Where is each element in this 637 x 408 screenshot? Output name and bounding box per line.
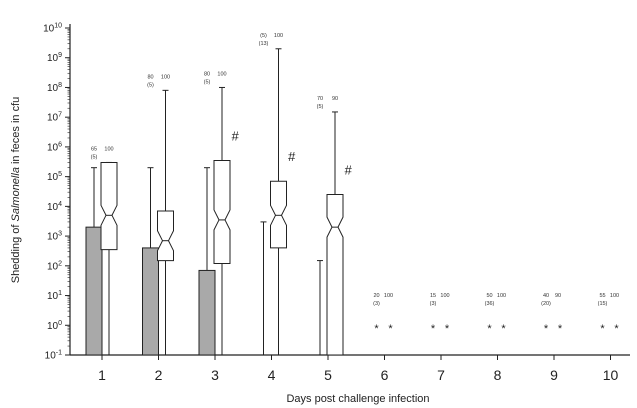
annotation-left-count: (20) (541, 301, 551, 307)
y-axis-title: Shedding of Salmonella in feces in cfu (10, 97, 22, 284)
star-marker: * (431, 323, 436, 335)
annotation-left-value: 15 (430, 293, 436, 299)
annotation-left-count: (15) (598, 301, 608, 307)
bar-day-1 (85, 226, 103, 356)
x-tick-label: 6 (381, 367, 389, 383)
x-axis-title: Days post challenge infection (286, 393, 429, 405)
x-tick-label: 3 (211, 367, 219, 383)
star-marker: * (600, 323, 605, 335)
x-tick-label: 5 (324, 367, 332, 383)
annotation-left-value: 65 (91, 146, 97, 152)
bar-day-3 (198, 269, 216, 356)
x-tick-label: 8 (494, 367, 502, 383)
star-marker: * (558, 323, 563, 335)
annotation-right-value: 100 (104, 146, 113, 152)
star-marker: * (487, 323, 492, 335)
annotation-left-count: (13) (259, 41, 269, 47)
box-day-5 (326, 194, 344, 356)
annotation-left-value: 80 (147, 74, 153, 80)
annotation-layer: 65 (5) 100 80 (5) 100 80 (5) 100 (5) (13) 100 70 (5) 9… (91, 33, 620, 335)
box-day-3 (213, 159, 231, 264)
y-tick-label: 106 (47, 141, 62, 153)
hash-marker: # (231, 128, 239, 143)
annotation-right-value: 100 (274, 33, 283, 39)
bar-day-2 (142, 247, 159, 356)
x-tick-label: 9 (550, 367, 558, 383)
annotation-left-value: 80 (204, 71, 210, 77)
star-marker: * (445, 323, 450, 335)
y-axis-title-prefix: Shedding of (10, 221, 22, 283)
hash-marker: # (344, 163, 352, 178)
annotation-left-value: 50 (486, 293, 492, 299)
x-tick-label: 4 (268, 367, 276, 383)
annotation-right-value: 100 (161, 74, 170, 80)
y-tick-label: 103 (47, 231, 62, 243)
annotation-right-value: 100 (384, 293, 393, 299)
y-tick-label: 100 (47, 320, 62, 332)
annotation-left-count: (36) (485, 301, 495, 307)
star-marker: * (544, 323, 549, 335)
annotation-left-value: (5) (260, 33, 267, 39)
star-marker: * (374, 323, 379, 335)
box-day-1 (100, 161, 118, 251)
annotation-left-count: (5) (317, 104, 324, 110)
annotation-right-value: 100 (217, 71, 226, 77)
y-tick-label: 102 (47, 260, 62, 272)
box-day-2 (157, 210, 174, 262)
y-tick-label: 1010 (43, 23, 62, 35)
y-tick-label: 107 (47, 112, 62, 124)
annotation-right-value: 100 (610, 293, 619, 299)
annotation-left-value: 55 (599, 293, 605, 299)
annotation-left-count: (5) (204, 79, 211, 85)
annotation-left-value: 20 (373, 293, 379, 299)
y-axis-title-italic: Salmonella (10, 167, 22, 221)
y-tick-label: 104 (47, 201, 62, 213)
x-tick-label: 10 (603, 367, 619, 383)
annotation-right-value: 100 (440, 293, 449, 299)
star-marker: * (614, 323, 619, 335)
x-tick-label: 2 (155, 367, 163, 383)
annotation-right-value: 100 (497, 293, 506, 299)
annotation-right-value: 90 (555, 293, 561, 299)
y-tick-label: 109 (47, 52, 62, 64)
y-axis-title-suffix: in feces in cfu (10, 97, 22, 167)
y-tick-label: 10-1 (45, 350, 62, 362)
annotation-left-count: (3) (373, 301, 380, 307)
x-tick-label: 7 (437, 367, 445, 383)
annotation-left-count: (3) (430, 301, 437, 307)
star-marker: * (501, 323, 506, 335)
star-marker: * (388, 323, 393, 335)
y-tick-label: 105 (47, 171, 62, 183)
marks-layer (85, 48, 344, 356)
y-tick-label: 108 (47, 82, 62, 94)
annotation-left-count: (5) (147, 82, 154, 88)
annotation-right-value: 90 (332, 96, 338, 102)
y-tick-label: 101 (47, 290, 62, 302)
annotation-left-value: 40 (543, 293, 549, 299)
annotation-left-count: (5) (91, 154, 98, 160)
box-day-4 (270, 180, 287, 249)
annotation-left-value: 70 (317, 96, 323, 102)
hash-marker: # (288, 149, 296, 164)
x-tick-label: 1 (98, 367, 106, 383)
